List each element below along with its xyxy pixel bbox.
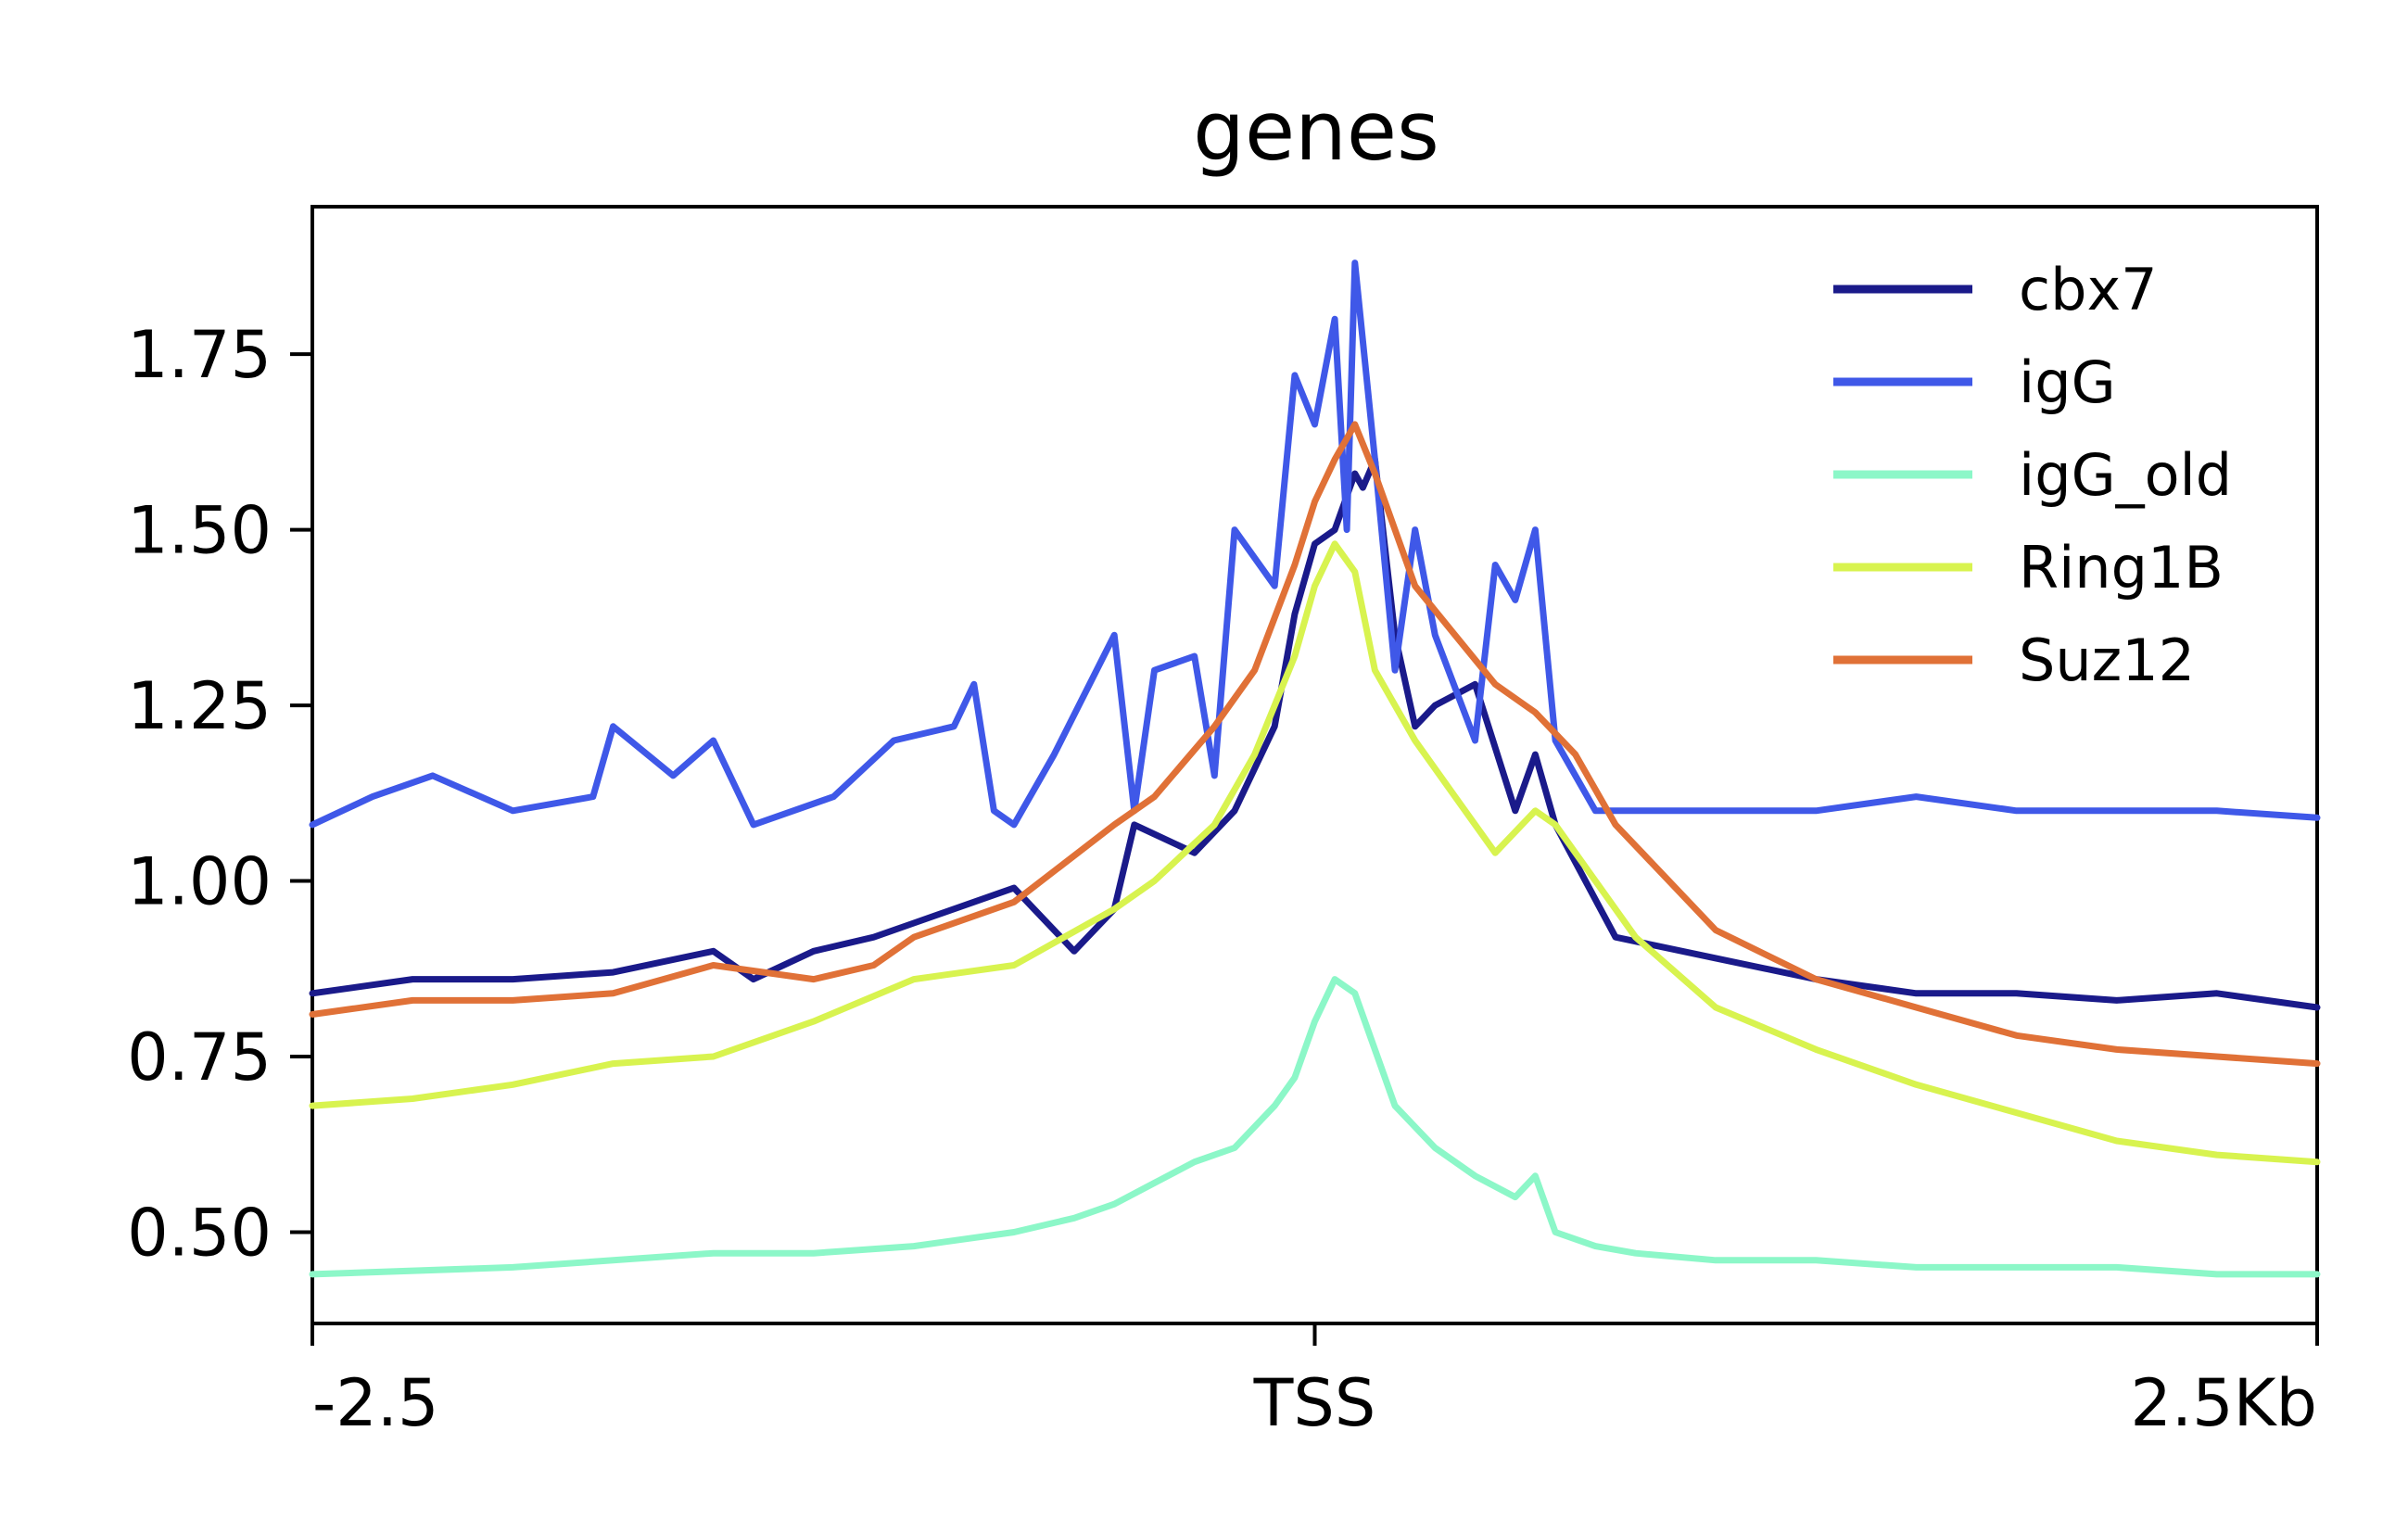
series-line-suz12 xyxy=(309,421,2321,1068)
y-tick-label: 0.75 xyxy=(127,1019,272,1095)
legend-label: igG_old xyxy=(2019,441,2232,509)
legend-label: igG xyxy=(2019,348,2116,416)
x-tick-label: TSS xyxy=(1253,1365,1376,1441)
legend-label: Ring1B xyxy=(2019,534,2224,601)
legend-label: Suz12 xyxy=(2019,627,2195,694)
series-line-igg-old xyxy=(309,976,2321,1278)
y-tick-label: 0.50 xyxy=(127,1195,272,1271)
series-layer xyxy=(309,260,2321,1278)
series-line-ring1b xyxy=(309,540,2321,1166)
series-line-cbx7 xyxy=(309,456,2321,1011)
y-axis: 0.50 0.75 1.00 1.25 1.50 1.75 xyxy=(127,317,312,1271)
y-tick-label: 1.75 xyxy=(127,317,272,393)
x-tick-label: -2.5 xyxy=(312,1365,439,1441)
y-tick-label: 1.25 xyxy=(127,668,272,744)
legend: cbx7 igG igG_old Ring1B Suz12 xyxy=(1833,256,2232,694)
y-tick-label: 1.00 xyxy=(127,844,272,920)
chart-title: genes xyxy=(1193,83,1439,179)
plot-frame xyxy=(311,205,2319,1325)
x-tick-label: 2.5Kb xyxy=(2130,1365,2317,1441)
legend-label: cbx7 xyxy=(2019,256,2158,323)
x-axis: -2.5 TSS 2.5Kb xyxy=(311,1323,2319,1441)
y-tick-label: 1.50 xyxy=(127,493,272,569)
